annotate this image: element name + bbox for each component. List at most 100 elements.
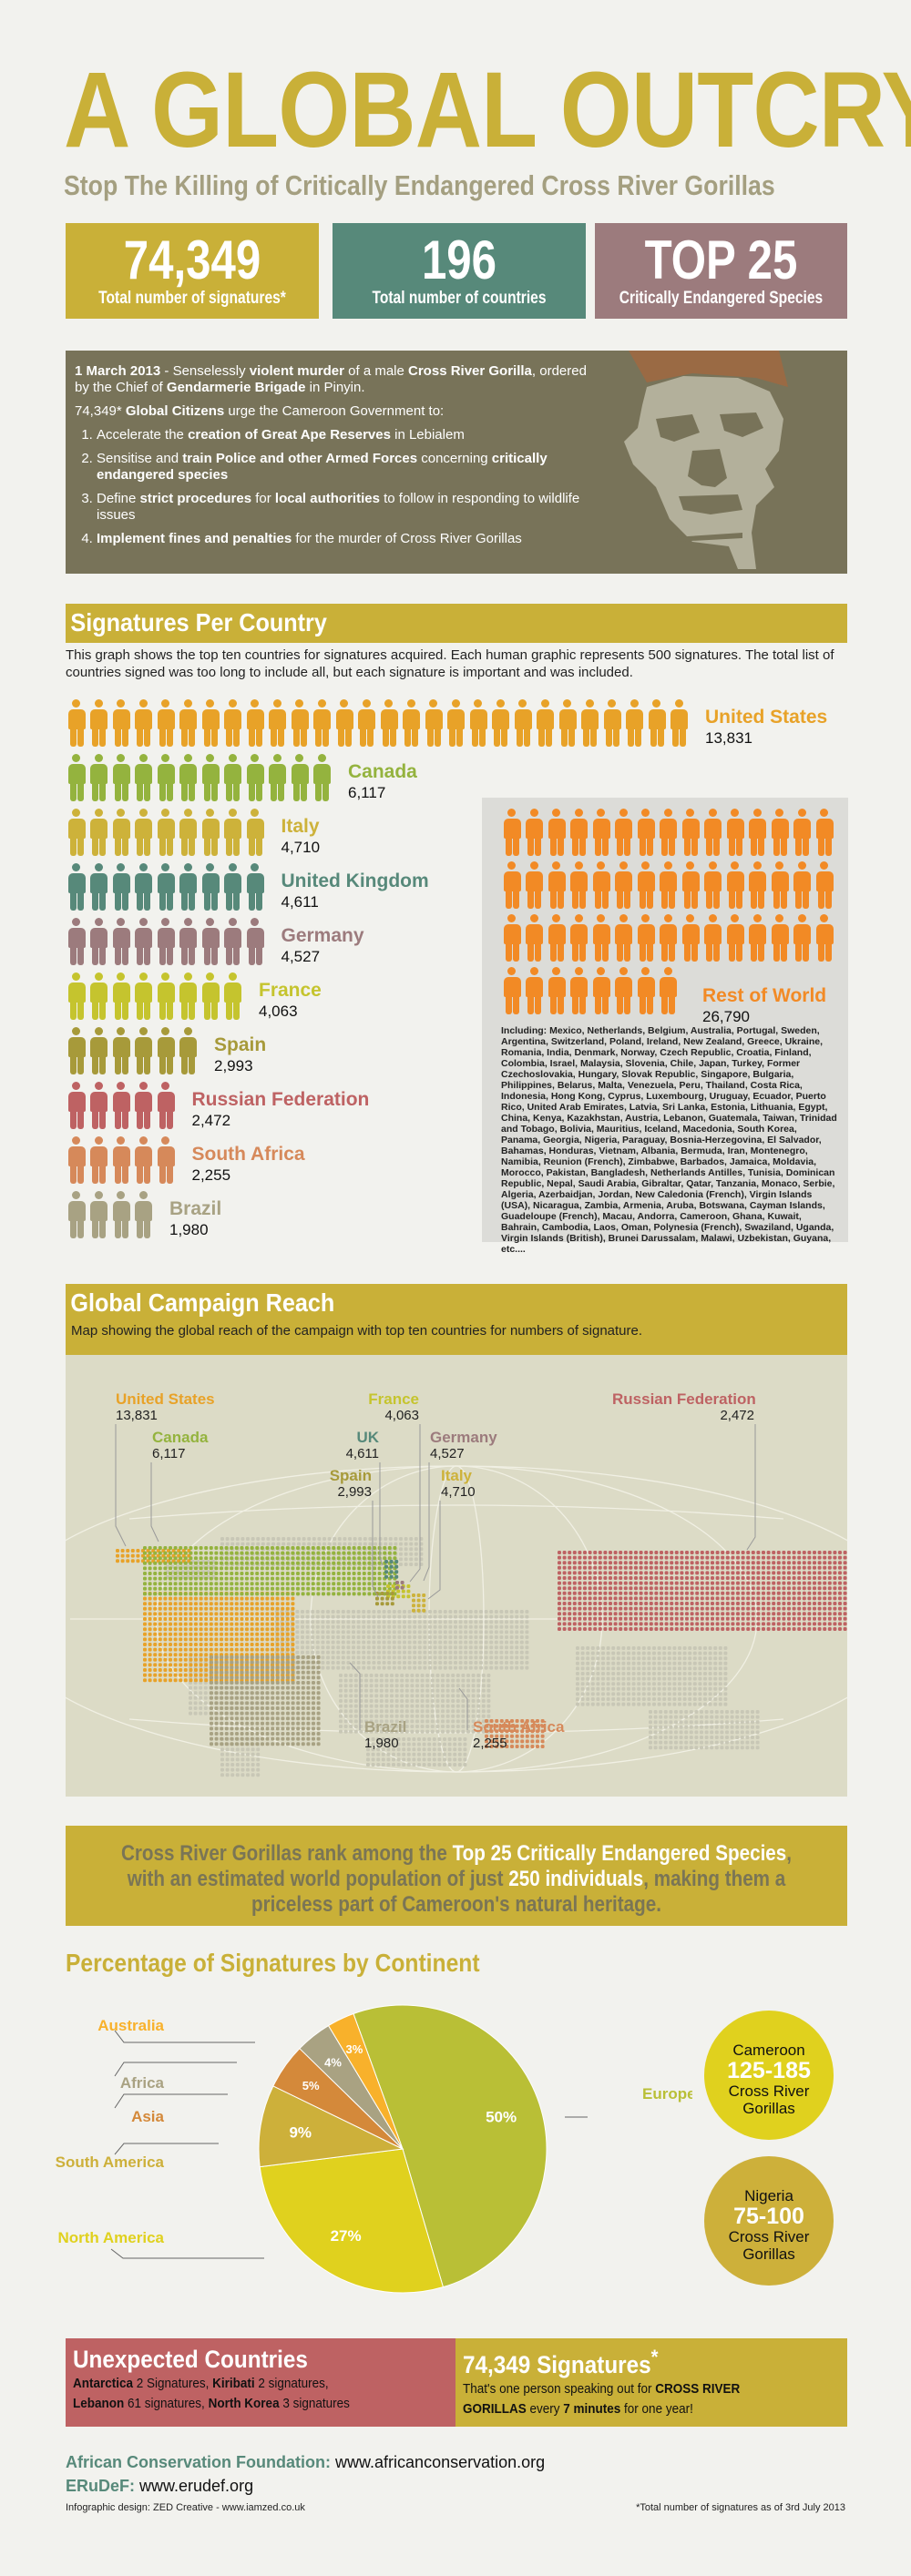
- person-icon: [155, 1027, 178, 1074]
- person-icon: [66, 809, 88, 856]
- person-icon: [244, 918, 267, 965]
- person-icon: [244, 863, 267, 911]
- person-icon: [88, 863, 111, 911]
- person-icon: [133, 1082, 156, 1129]
- person-icon: [312, 699, 334, 747]
- country-row: Russian Federation 2,472: [66, 1082, 369, 1131]
- pie-slice-south-america: [258, 2085, 404, 2168]
- pie-slice-australia: [327, 2012, 404, 2150]
- person-icon: [66, 754, 88, 801]
- stat-label: Total number of countries: [372, 289, 547, 308]
- person-icon: [535, 699, 558, 747]
- person-icon: [244, 699, 267, 747]
- world-map-graphic: [66, 1424, 847, 1777]
- person-icon: [590, 914, 613, 962]
- person-icon: [222, 972, 245, 1020]
- person-icon: [814, 861, 836, 909]
- person-icon: [501, 809, 524, 856]
- person-icon: [702, 914, 725, 962]
- total-text: That's one person speaking out for CROSS…: [463, 2381, 741, 2417]
- person-icon: [110, 863, 133, 911]
- person-icon: [133, 754, 156, 801]
- pie-chart-title: Percentage of Signatures by Continent: [66, 1949, 480, 1977]
- org2-link[interactable]: www.erudef.org: [139, 2477, 254, 2495]
- person-icon: [702, 809, 725, 856]
- person-icon: [579, 699, 602, 747]
- person-icon: [490, 699, 513, 747]
- person-icon: [66, 1082, 88, 1129]
- person-icon: [769, 809, 792, 856]
- map-label-canada: Canada 6,117: [152, 1429, 209, 1462]
- person-icon: [155, 1136, 178, 1184]
- person-icon: [669, 699, 691, 747]
- person-icon: [289, 754, 312, 801]
- person-icon: [524, 967, 547, 1014]
- main-title: A GLOBAL OUTCRY: [64, 50, 911, 170]
- person-icon: [88, 809, 111, 856]
- person-icon: [445, 699, 468, 747]
- person-icon: [568, 914, 591, 962]
- person-icon: [814, 809, 836, 856]
- person-icon: [178, 863, 200, 911]
- person-figures: [66, 754, 333, 801]
- person-figures: [66, 863, 267, 911]
- person-icon: [88, 918, 111, 965]
- person-figures: [66, 972, 244, 1020]
- pie-category-label: Asia: [131, 2108, 164, 2125]
- person-icon: [501, 967, 524, 1014]
- person-icon: [133, 809, 156, 856]
- country-label: France 4,063: [259, 980, 322, 1020]
- person-icon: [222, 699, 245, 747]
- nigeria-population-badge: Nigeria 75-100 Cross River Gorillas: [704, 2156, 834, 2286]
- person-icon: [178, 918, 200, 965]
- stat-species: TOP 25 Critically Endangered Species: [595, 223, 847, 319]
- person-icon: [792, 809, 814, 856]
- stat-signatures: 74,349 Total number of signatures*: [66, 223, 319, 319]
- demand-item: Accelerate the creation of Great Ape Res…: [97, 427, 603, 443]
- urge-text: 74,349* Global Citizens urge the Cameroo…: [75, 403, 445, 419]
- person-icon: [601, 699, 624, 747]
- person-icon: [702, 861, 725, 909]
- person-icon: [133, 863, 156, 911]
- footer-org2: ERuDeF: www.erudef.org: [66, 2477, 254, 2495]
- country-label: Canada 6,117: [348, 761, 417, 801]
- country-row: Italy 4,710: [66, 809, 320, 858]
- person-icon: [110, 1082, 133, 1129]
- person-icon: [66, 1191, 88, 1238]
- population-quote: Cross River Gorillas rank among the Top …: [66, 1826, 847, 1926]
- person-figures: [66, 699, 691, 747]
- person-icon: [222, 863, 245, 911]
- map-label-russia: Russian Federation 2,472: [612, 1390, 756, 1424]
- person-icon: [546, 914, 568, 962]
- signatures-description: This graph shows the top ten countries f…: [66, 647, 834, 680]
- stat-label: Critically Endangered Species: [619, 289, 824, 308]
- map-label-uk: UK 4,611: [345, 1429, 379, 1462]
- country-label: Germany 4,527: [281, 925, 364, 965]
- person-icon: [568, 861, 591, 909]
- person-icon: [635, 809, 658, 856]
- country-row: United States 13,831: [66, 699, 827, 748]
- gorilla-face-icon: [624, 351, 788, 569]
- person-icon: [110, 1136, 133, 1184]
- country-row: United Kingdom 4,611: [66, 863, 429, 912]
- person-icon: [747, 861, 770, 909]
- map-label-spain: Spain 2,993: [329, 1467, 372, 1501]
- person-icon: [110, 972, 133, 1020]
- pie-category-label: South America: [56, 2153, 165, 2171]
- rest-of-world-figures: [501, 809, 838, 1014]
- person-icon: [133, 1191, 156, 1238]
- country-row: Canada 6,117: [66, 754, 417, 803]
- country-row: Spain 2,993: [66, 1027, 266, 1076]
- person-figures: [66, 1191, 155, 1238]
- country-row: South Africa 2,255: [66, 1136, 305, 1186]
- rest-of-world-list: Including: Mexico, Netherlands, Belgium,…: [501, 1025, 837, 1255]
- person-icon: [635, 914, 658, 962]
- org1-link[interactable]: www.africanconservation.org: [335, 2453, 546, 2471]
- person-icon: [590, 809, 613, 856]
- total-title: 74,349 Signatures*: [463, 2346, 659, 2378]
- pie-category-label: North America: [57, 2229, 164, 2246]
- world-map: United States 13,831 Canada 6,117 France 4,…: [66, 1355, 847, 1797]
- person-icon: [467, 699, 490, 747]
- person-icon: [568, 809, 591, 856]
- person-icon: [724, 861, 747, 909]
